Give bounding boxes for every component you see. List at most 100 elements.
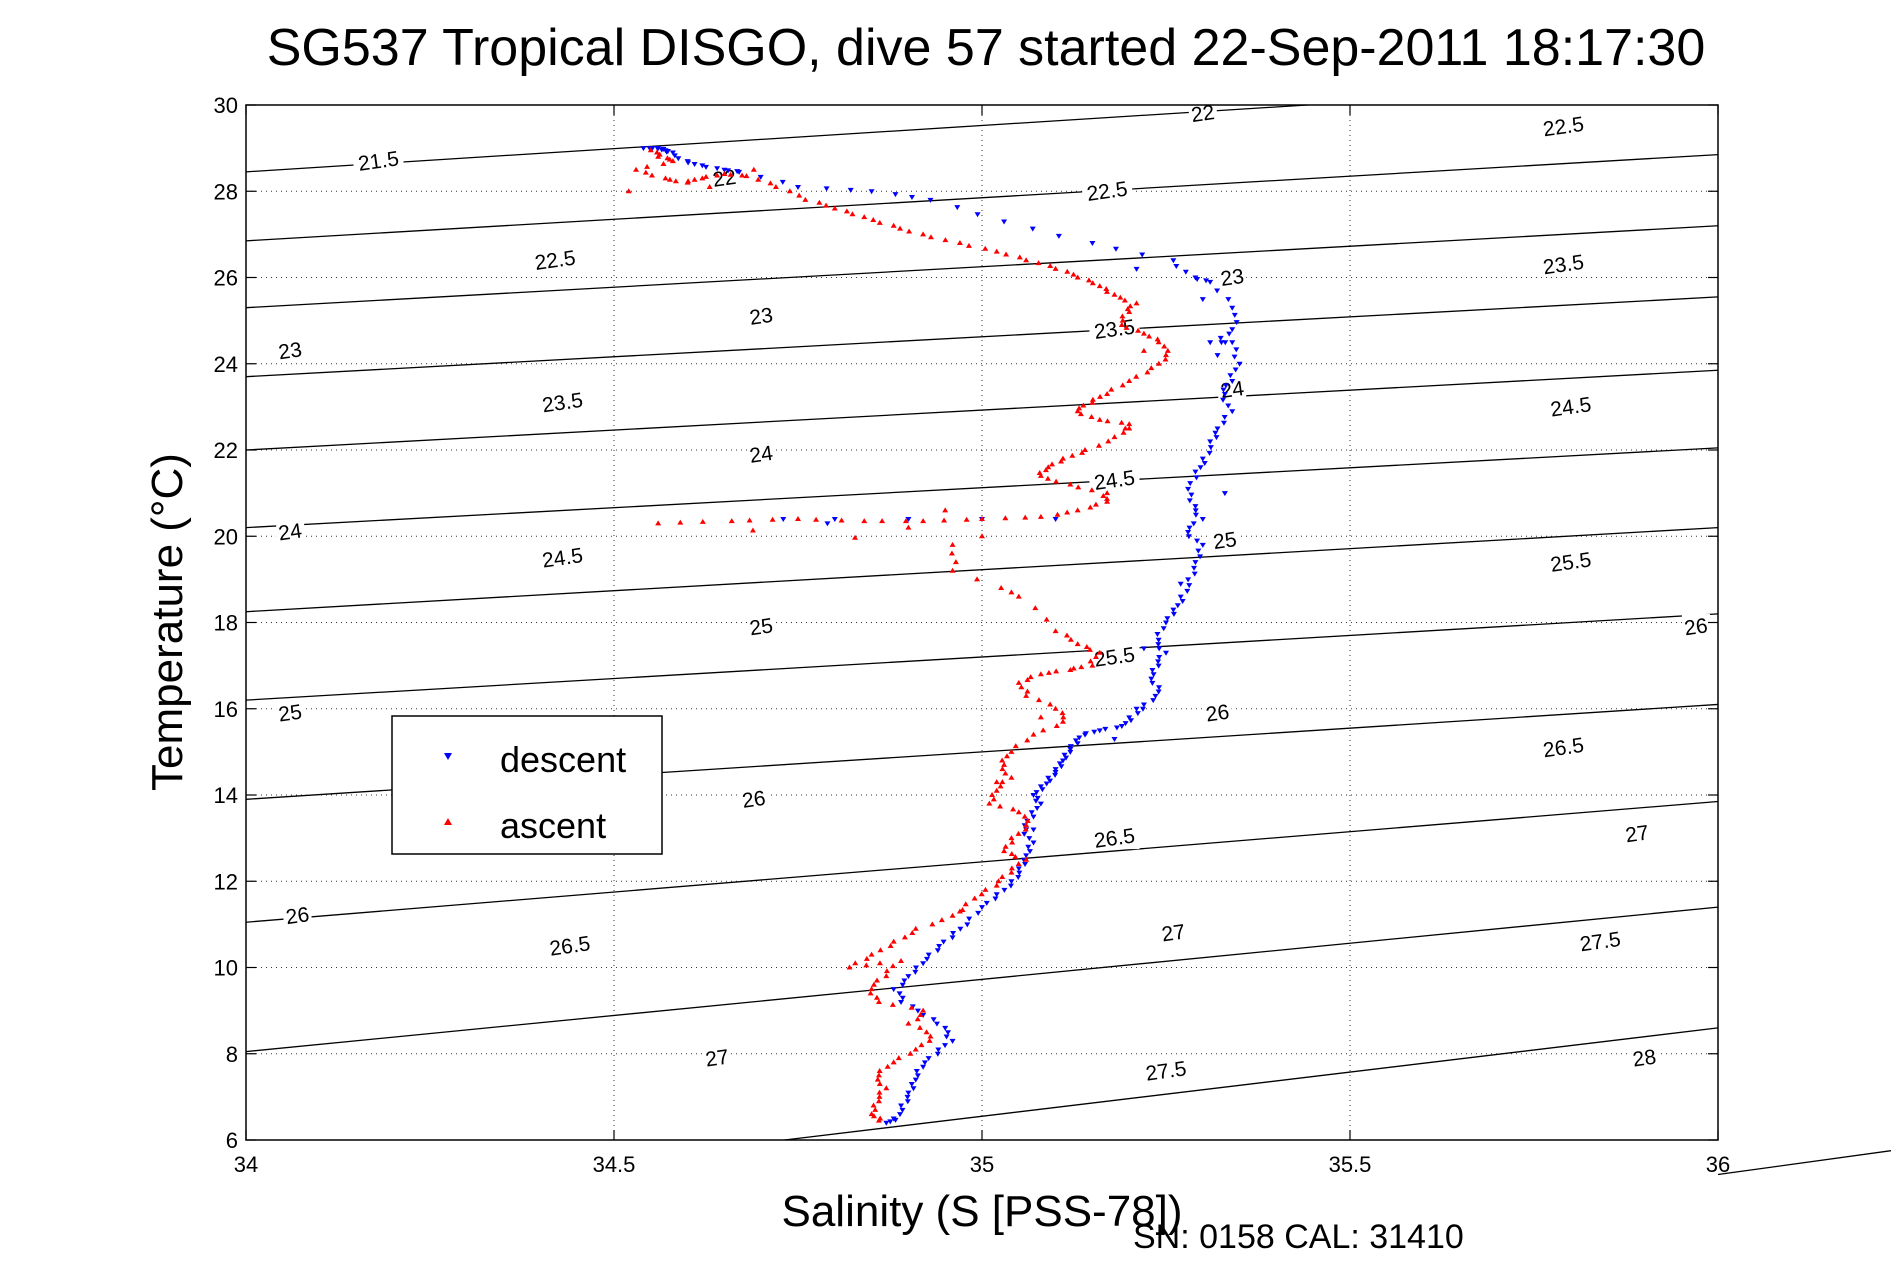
descent-point — [1155, 659, 1162, 665]
ascent-point — [905, 524, 912, 530]
descent-point — [1067, 749, 1074, 755]
descent-point — [905, 974, 912, 980]
descent-point — [1022, 862, 1029, 867]
ascent-point — [956, 908, 963, 914]
ascent-point — [843, 208, 850, 214]
descent-point — [1001, 887, 1008, 893]
ascent-point — [1082, 447, 1089, 452]
ascent-point — [927, 1033, 934, 1039]
descent-point — [1015, 874, 1022, 880]
descent-point — [890, 987, 897, 993]
ascent-point — [914, 1016, 921, 1022]
legend-descent-marker — [444, 753, 452, 760]
ascent-point — [714, 172, 721, 178]
contour-label: 27.5 — [1578, 928, 1622, 956]
y-tick-label: 10 — [214, 956, 238, 981]
ascent-point — [1104, 490, 1111, 496]
ascent-point — [767, 180, 774, 186]
contour-label: 26.5 — [1542, 734, 1586, 762]
ascent-point — [909, 930, 916, 935]
ascent-point — [1146, 333, 1153, 339]
contour-label: 22.5 — [1542, 113, 1586, 141]
ascent-point — [979, 533, 985, 539]
ascent-point — [1103, 286, 1110, 291]
ascent-point — [876, 1089, 883, 1095]
contour-label-bg — [283, 902, 312, 927]
ascent-point — [965, 242, 972, 248]
contour-label-bg — [1545, 393, 1596, 418]
isopycnal-25 — [245, 613, 1719, 701]
descent-point — [703, 164, 710, 170]
descent-point — [954, 205, 961, 211]
ascent-point — [870, 1102, 877, 1108]
descent-point — [1229, 327, 1236, 333]
descent-point — [1220, 397, 1227, 403]
contour-label: 24.5 — [1093, 466, 1137, 494]
contour-label-bg — [747, 441, 776, 466]
ascent-point — [1104, 390, 1111, 396]
ascent-point — [750, 166, 757, 172]
descent-point — [949, 935, 956, 941]
ascent-point — [999, 757, 1006, 763]
ascent-point — [863, 962, 870, 968]
contour-label-bg — [1538, 251, 1589, 276]
ascent-point — [897, 225, 904, 231]
ascent-point — [1008, 869, 1015, 875]
descent-point — [1207, 445, 1214, 451]
ascent-point — [995, 878, 1002, 884]
ascent-point — [1059, 710, 1066, 716]
ascent-point — [625, 188, 632, 194]
ascent-point — [813, 516, 820, 522]
descent-point — [1192, 504, 1199, 510]
ascent-point — [1104, 418, 1111, 424]
ascent-point — [993, 248, 1000, 254]
ascent-point — [1001, 761, 1008, 767]
ascent-point — [1074, 408, 1081, 414]
descent-point — [904, 1099, 911, 1105]
descent-point — [908, 1081, 915, 1087]
contour-label: 27 — [704, 1046, 730, 1072]
descent-point — [736, 169, 743, 175]
contour-label-bg — [1089, 644, 1140, 668]
ascent-point — [999, 766, 1006, 772]
ascent-point — [918, 1042, 925, 1048]
y-tick-label: 8 — [226, 1042, 238, 1067]
descent-point — [1227, 373, 1234, 379]
descent-point — [896, 1112, 903, 1118]
descent-point — [1039, 787, 1046, 793]
ascent-point — [889, 1001, 896, 1007]
descent-point — [1122, 721, 1129, 727]
ascent-point — [1035, 697, 1042, 703]
ascent-point — [993, 882, 1000, 888]
descent-point — [1218, 340, 1225, 346]
descent-point — [1199, 517, 1206, 522]
descent-point — [920, 961, 927, 967]
descent-point — [1229, 379, 1236, 384]
ascent-point — [1015, 679, 1022, 685]
descent-point — [1058, 764, 1065, 770]
descent-point — [1188, 492, 1195, 498]
ascent-point — [1096, 649, 1103, 655]
ascent-point — [971, 895, 978, 901]
ascent-point — [1008, 835, 1015, 841]
ascent-point — [1024, 817, 1031, 823]
descent-point — [1192, 469, 1199, 475]
descent-point — [1170, 258, 1177, 264]
isopycnal-26.5 — [245, 906, 1719, 1053]
descent-point — [1021, 831, 1028, 837]
ascent-point — [1083, 643, 1090, 649]
ascent-point — [962, 901, 969, 907]
ascent-point — [875, 1117, 882, 1123]
descent-point — [1195, 548, 1202, 554]
descent-point — [1207, 439, 1214, 445]
contour-label-bg — [544, 932, 595, 957]
contour-label: 25.5 — [1093, 643, 1137, 671]
isopycnal-27.5 — [1717, 1150, 1891, 1176]
contour-label: 26.5 — [548, 932, 592, 960]
ascent-point — [1027, 674, 1034, 680]
ascent-point — [1118, 419, 1125, 425]
descent-point — [1008, 879, 1015, 885]
contour-label-bg — [537, 544, 588, 569]
descent-point — [1229, 409, 1236, 415]
